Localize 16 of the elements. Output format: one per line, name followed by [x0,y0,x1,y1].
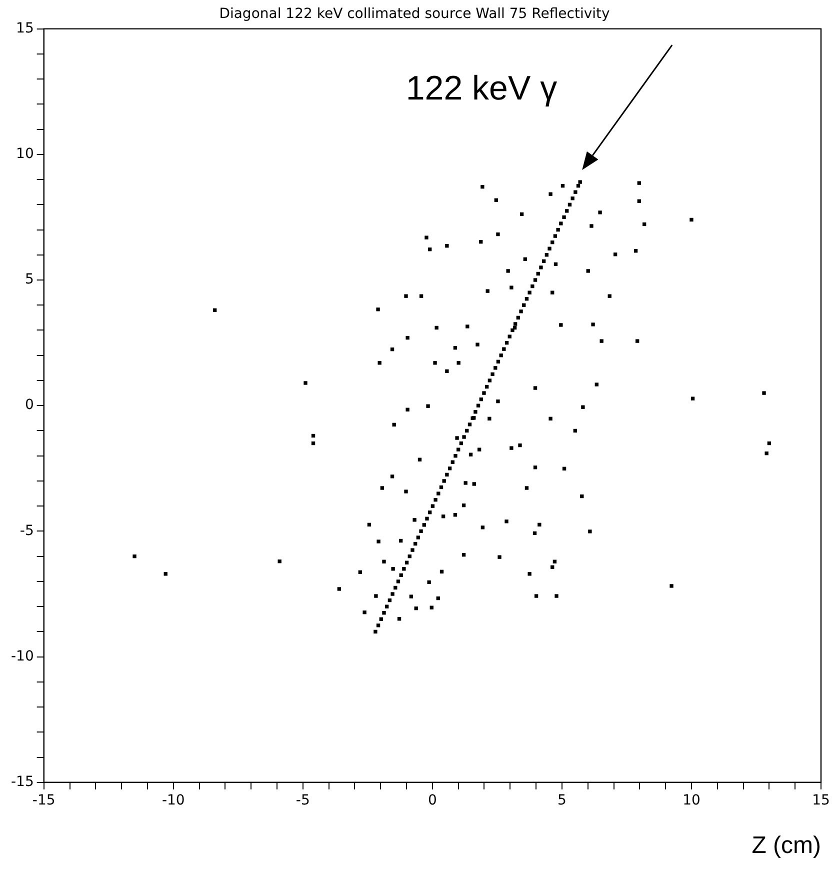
x-tick-label: -5 [296,792,310,808]
x-tick-label: 15 [812,792,830,808]
annotation: 122 keV γ [406,69,558,108]
x-tick-label: -10 [162,792,185,808]
y-tick-label: 10 [16,146,34,162]
x-tick-label: 10 [682,792,700,808]
y-tick-label: 5 [24,272,34,288]
y-tick-label: -5 [20,522,34,539]
chart-title: Diagonal 122 keV collimated source Wall 75 Reflectivity [219,6,610,22]
y-tick-label: -10 [10,648,34,664]
y-tick-label: 0 [24,397,34,414]
y-tick-label: 15 [16,20,34,36]
x-axis-title: Z (cm) [752,832,821,860]
x-tick-label: 5 [557,792,566,808]
x-tick-label: 0 [428,792,437,808]
y-tick-label: -15 [10,774,34,790]
